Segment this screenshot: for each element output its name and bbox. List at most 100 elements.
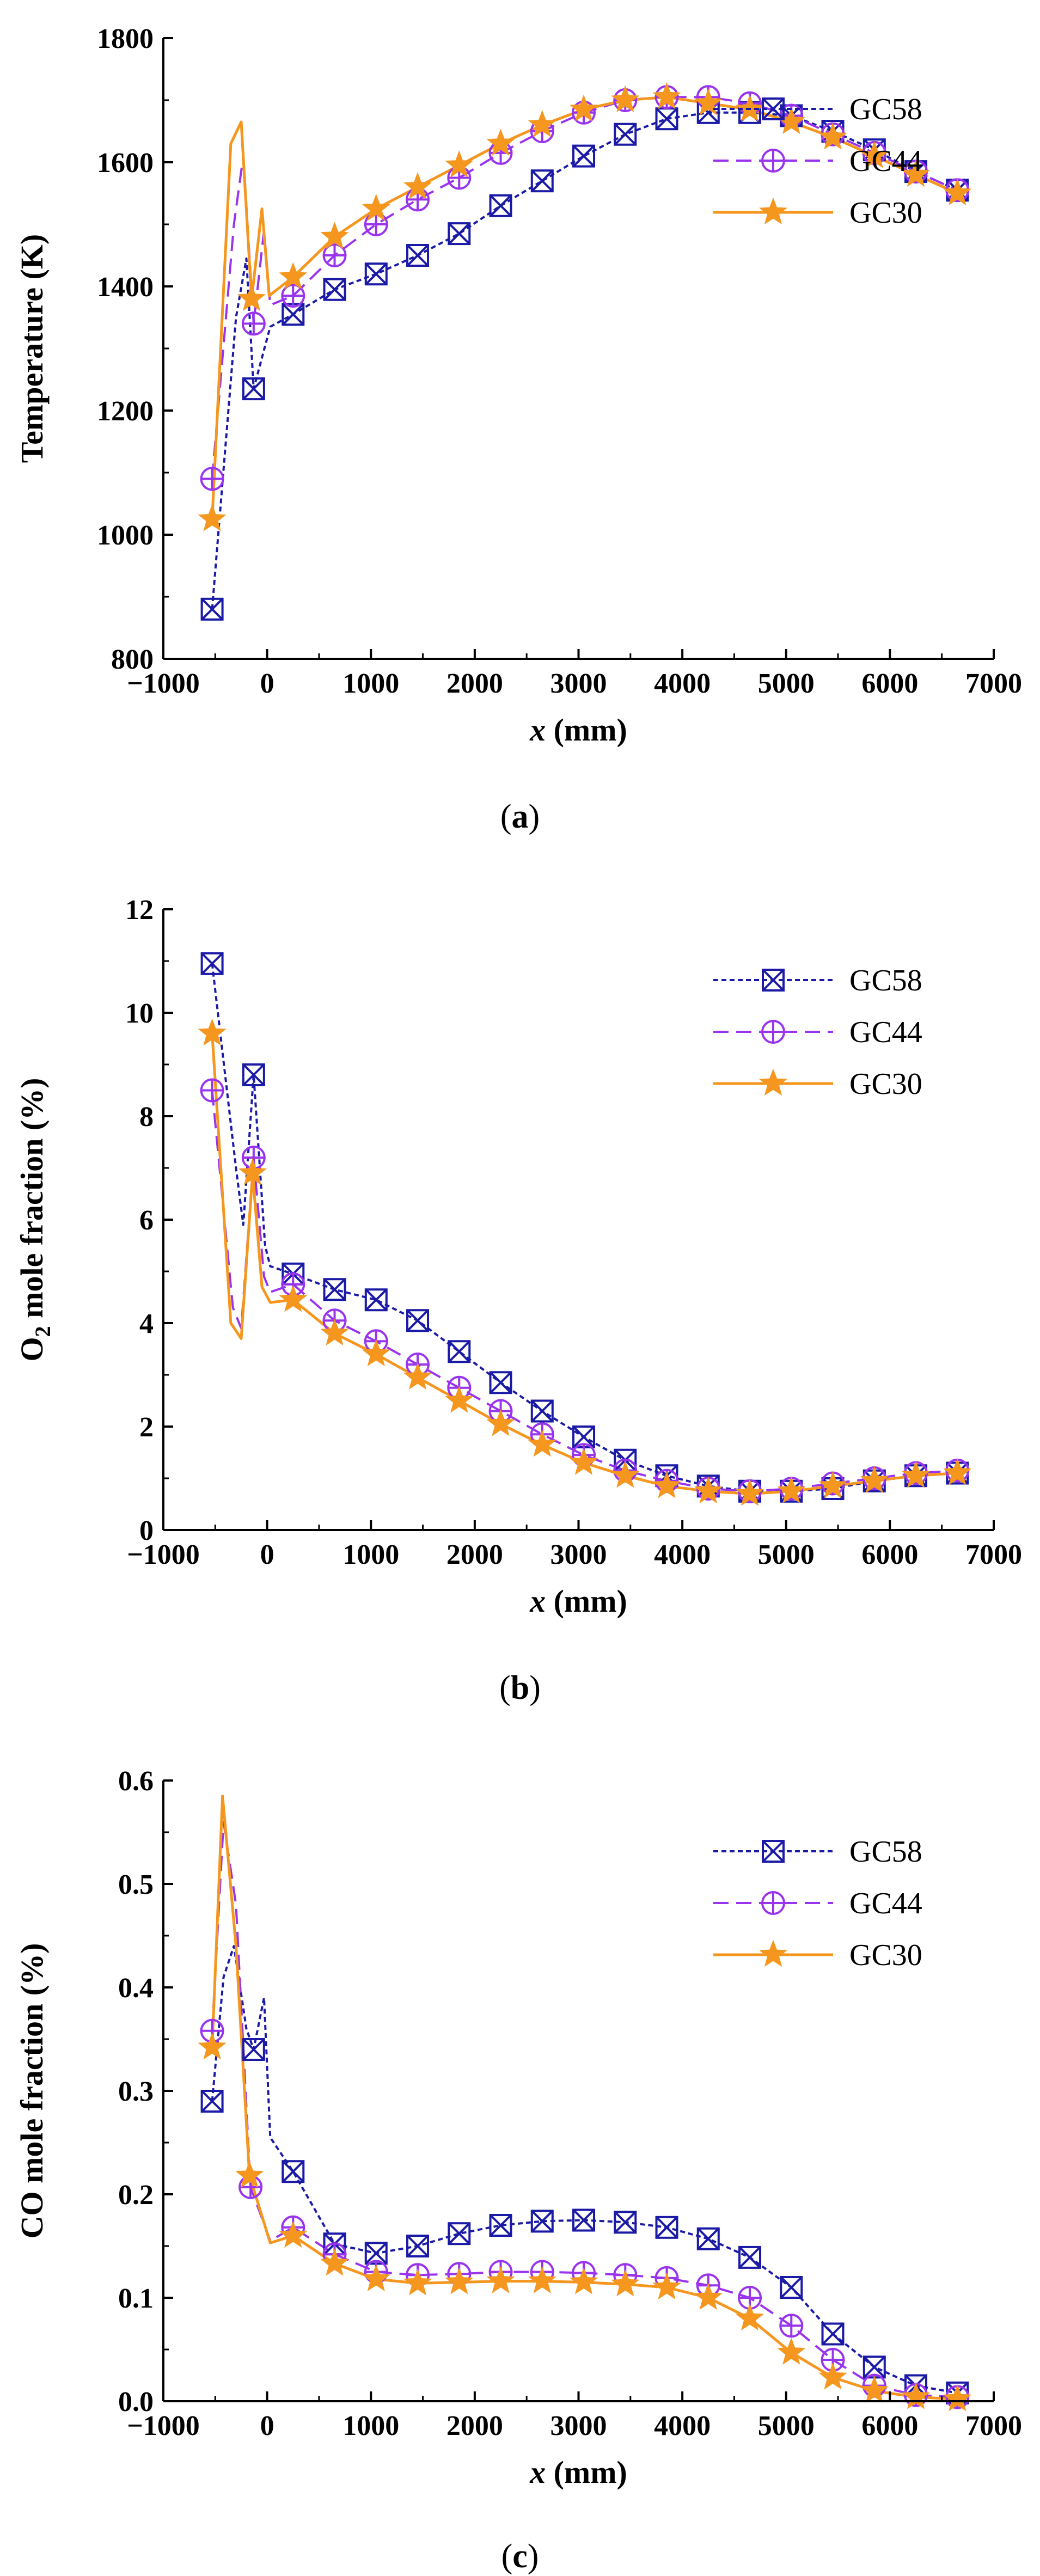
data-point — [652, 82, 681, 109]
y-tick-label: 4 — [139, 1308, 154, 1339]
data-point — [655, 107, 678, 131]
data-point — [821, 2322, 845, 2346]
legend: GC58 GC44 GC30 — [713, 93, 922, 230]
series-line-gc30 — [211, 1033, 958, 1495]
panel-label: (b) — [499, 1669, 541, 1706]
series-lines — [211, 95, 958, 609]
data-point — [448, 2222, 471, 2245]
x-tick-label: 4000 — [654, 1539, 711, 1570]
x-tick-label: 4000 — [654, 2410, 711, 2442]
y-axis-title: CO mole fraction (%) — [14, 1943, 50, 2239]
data-point — [279, 2220, 308, 2248]
chart-panel-2: −1000 0 1000 2000 3000 4000 5000 6000 7000 0.0 0.1… — [14, 1766, 1022, 2575]
x-axis-title-unit: (mm) — [546, 2455, 627, 2490]
x-tick-label: 6000 — [861, 2410, 918, 2442]
data-point — [320, 222, 349, 249]
series-line-gc30 — [211, 1795, 958, 2401]
data-point — [486, 1409, 515, 1436]
legend-marker-gc44 — [761, 149, 785, 173]
x-tick-label: 7000 — [965, 668, 1022, 699]
data-point — [901, 2382, 931, 2409]
y-tick-label: 6 — [139, 1205, 154, 1236]
data-point — [406, 1309, 430, 1332]
markers-gc58 — [200, 101, 969, 621]
data-point — [530, 1399, 554, 1423]
data-point — [486, 2266, 515, 2293]
y-tick-label: 1400 — [97, 272, 154, 303]
x-tick-label: −1000 — [127, 668, 200, 699]
y-axis-title-tail: mole fraction (%) — [14, 1078, 50, 1326]
x-tick-label: 2000 — [446, 668, 503, 699]
y-tick-label: 0.2 — [118, 2180, 154, 2211]
data-point — [489, 2214, 512, 2237]
data-point — [445, 1386, 474, 1413]
data-point — [279, 262, 308, 290]
x-tick-label: 0 — [260, 2410, 274, 2442]
panel-label: (a) — [500, 798, 540, 835]
legend-marker-gc58 — [762, 969, 785, 992]
markers-gc30 — [198, 2032, 972, 2412]
y-axis-title-main: O — [14, 1337, 50, 1361]
legend-label-gc58: GC58 — [849, 93, 922, 126]
x-tick-label: 7000 — [965, 1539, 1022, 1570]
data-point — [282, 2160, 305, 2183]
panel-label-letter: c — [512, 2538, 528, 2575]
legend-marker-gc58 — [762, 1840, 785, 1863]
y-tick-label: 1200 — [97, 396, 154, 427]
legend-label-gc30: GC30 — [849, 196, 922, 230]
data-point — [528, 1429, 556, 1457]
series-line-gc30 — [211, 95, 958, 519]
x-axis-title-unit: (mm) — [546, 712, 627, 748]
legend-marker-gc30 — [758, 1939, 788, 1967]
data-point — [694, 1476, 723, 1503]
data-point — [572, 144, 596, 168]
data-point — [241, 311, 266, 336]
data-point — [403, 172, 432, 199]
data-point — [406, 2235, 430, 2257]
data-point — [818, 1471, 847, 1498]
data-point — [779, 2314, 804, 2338]
legend: GC58 GC44 GC30 — [713, 1835, 922, 1972]
y-axis-title-sub: 2 — [30, 1326, 55, 1337]
y-tick-label: 0.1 — [118, 2283, 154, 2314]
x-tick-label: 3000 — [550, 2410, 607, 2442]
data-point — [860, 1466, 889, 1493]
legend-label-gc30: GC30 — [849, 1938, 922, 1972]
markers-gc30 — [198, 1018, 972, 1506]
legend-marker-gc44 — [761, 1891, 785, 1915]
data-point — [738, 2245, 762, 2269]
data-point — [489, 194, 512, 217]
data-point — [860, 141, 889, 168]
data-point — [655, 2216, 678, 2239]
data-point — [403, 1362, 432, 1390]
data-point — [694, 88, 723, 115]
y-tick-label: 0.0 — [118, 2387, 154, 2418]
x-tick-label: 0 — [260, 668, 274, 699]
legend-marker-gc30 — [758, 1068, 788, 1096]
data-point — [403, 2268, 432, 2296]
y-axis-title-main: CO mole fraction (%) — [14, 1943, 50, 2239]
markers-gc30 — [198, 82, 972, 531]
data-point — [614, 123, 637, 146]
data-point — [364, 262, 388, 286]
data-point — [320, 2248, 349, 2276]
chart-panel-1: −1000 0 1000 2000 3000 4000 5000 6000 7000024681… — [14, 895, 1022, 1706]
data-point — [614, 2211, 637, 2234]
data-point — [735, 2303, 764, 2331]
panel-label-letter: b — [511, 1669, 529, 1706]
data-point — [818, 2362, 847, 2390]
series-lines — [211, 1795, 958, 2401]
data-point — [200, 952, 224, 975]
data-point — [323, 1278, 346, 1301]
data-point — [530, 2210, 554, 2233]
data-point — [777, 2338, 806, 2365]
data-point — [901, 160, 931, 187]
series-line-gc44 — [211, 1090, 958, 1492]
data-point — [238, 1158, 267, 1185]
x-tick-label: 5000 — [758, 668, 815, 699]
legend: GC58 GC44 GC30 — [713, 964, 922, 1101]
x-tick-label: 5000 — [758, 2410, 815, 2442]
data-point — [200, 2090, 224, 2113]
x-tick-label: 1000 — [342, 1539, 399, 1570]
x-tick-label: 2000 — [446, 2410, 503, 2442]
